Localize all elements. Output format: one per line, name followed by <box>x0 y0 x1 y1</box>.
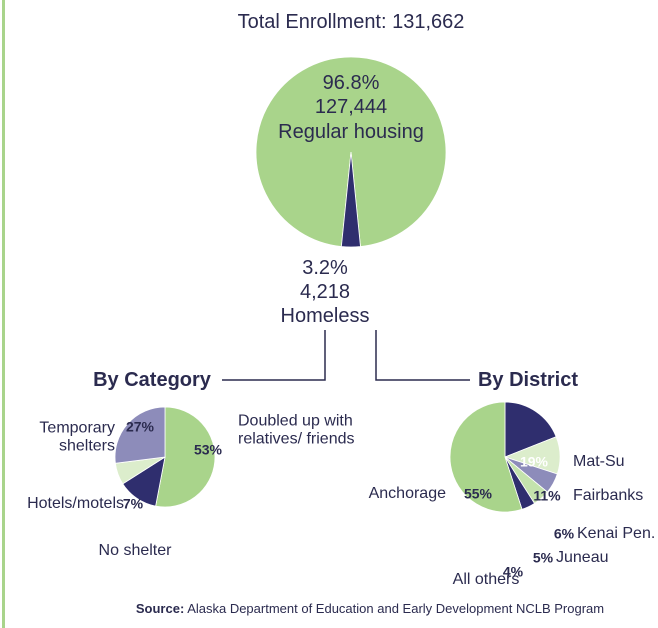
pie-slice <box>504 401 557 458</box>
pie-slice <box>340 151 361 248</box>
value-label: 5% <box>532 549 554 566</box>
category-label: Hotels/motels <box>27 495 124 513</box>
chart-title: By Category <box>93 369 211 391</box>
chart-title: By District <box>477 369 579 391</box>
category-label: Fairbanks <box>573 487 644 505</box>
value-label: 13% <box>146 512 176 529</box>
value-label: 55% <box>463 485 493 502</box>
pie-slice <box>155 406 216 508</box>
value-label: 19% <box>519 453 549 470</box>
category-label: Doubled up with relatives/ friends <box>238 412 355 447</box>
value-label: 6% <box>553 525 575 542</box>
value-label: 7% <box>122 495 144 512</box>
connector <box>222 330 326 381</box>
left-border <box>2 0 5 628</box>
category-label: Kenai Pen. <box>577 525 656 543</box>
category-label: Regular housing <box>278 121 424 143</box>
value-label: 96.8% <box>322 72 380 94</box>
value-label: 11% <box>533 487 561 504</box>
category-label: Anchorage <box>368 485 446 503</box>
pie-slice <box>449 401 523 513</box>
category-label: Temporary shelters <box>39 419 115 454</box>
connector <box>375 330 470 381</box>
pie-slice <box>114 406 166 464</box>
source: Source: Alaska Department of Education a… <box>135 600 605 616</box>
count-label: 127,444 <box>314 96 388 118</box>
value-label: 53% <box>193 441 223 458</box>
source-text: Alaska Department of Education and Early… <box>187 600 605 616</box>
category-label: Mat-Su <box>573 453 625 471</box>
category-label: Homeless <box>280 305 370 327</box>
value-label: 27% <box>125 418 155 435</box>
category-label: All others <box>452 571 520 589</box>
source-label: Source: <box>135 600 185 616</box>
pie-slice <box>255 56 447 247</box>
count-label: 4,218 <box>299 281 351 303</box>
value-label: 3.2% <box>302 257 348 279</box>
category-label: No shelter <box>98 542 172 560</box>
value-label: 4% <box>502 563 524 580</box>
category-label: Juneau <box>556 549 609 567</box>
subtitle: Total Enrollment: 131,662 <box>237 11 465 33</box>
